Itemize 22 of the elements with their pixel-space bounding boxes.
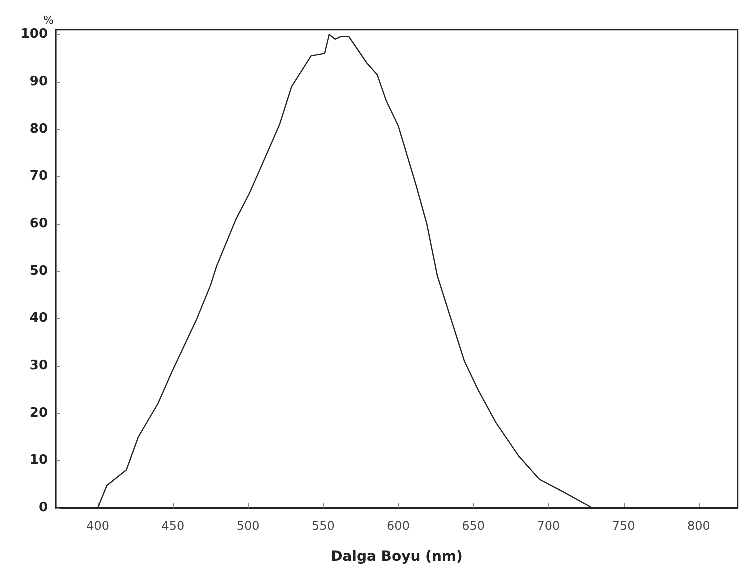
y-tick-label: 10 — [30, 453, 48, 468]
y-tick-label: 0 — [38, 500, 48, 516]
y-axis-title: % — [44, 14, 54, 27]
x-axis-title: Dalga Boyu (nm) — [331, 549, 463, 565]
y-tick-label: 30 — [30, 358, 48, 374]
y-tick-label: 100 — [20, 27, 48, 42]
x-tick-label: 500 — [236, 519, 260, 533]
x-tick-label: 550 — [312, 519, 335, 533]
y-tick-label: 70 — [30, 169, 48, 184]
x-tick-label: 700 — [537, 519, 560, 533]
x-tick-label: 450 — [162, 519, 185, 533]
x-tick-label: 650 — [462, 519, 486, 533]
y-tick-label: 40 — [30, 311, 48, 326]
y-tick-label: 60 — [30, 216, 48, 232]
x-tick-label: 800 — [687, 519, 710, 533]
x-tick-label: 400 — [86, 519, 110, 533]
y-tick-label: 90 — [30, 74, 48, 90]
x-tick-label: 600 — [387, 519, 410, 533]
x-tick-label: 750 — [612, 519, 636, 533]
y-tick-label: 50 — [30, 264, 48, 279]
y-tick-label: 20 — [30, 406, 48, 421]
y-tick-label: 80 — [30, 122, 48, 137]
